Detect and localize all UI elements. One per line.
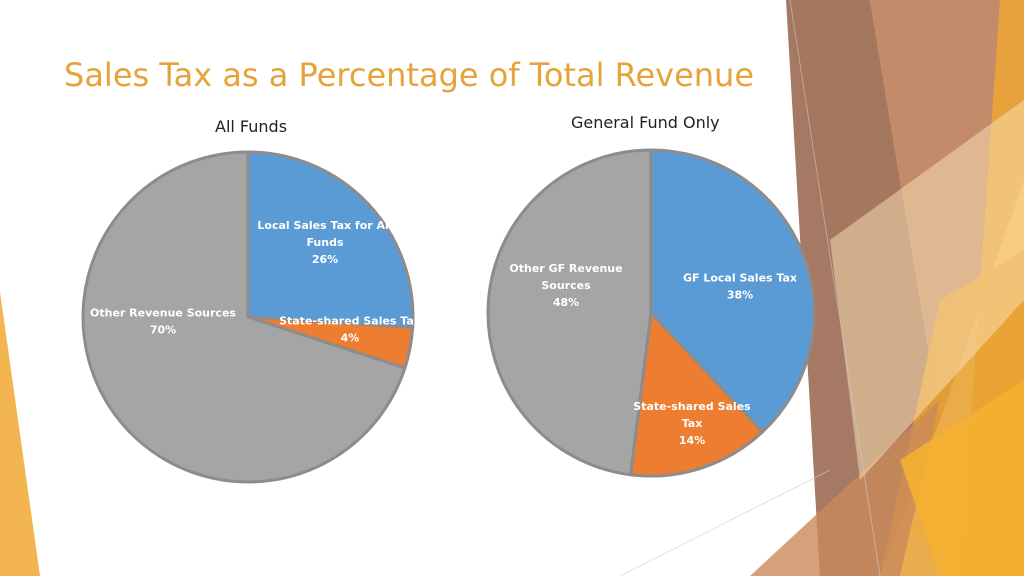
slice-label: State-shared Sales Tax 4% xyxy=(279,315,421,345)
slice-percent: 4% xyxy=(341,332,360,345)
slice-percent: 70% xyxy=(150,324,176,337)
deco-line xyxy=(789,0,881,576)
slice-percent: 26% xyxy=(312,253,338,266)
slice-label: Other GF Revenue Sources 48% xyxy=(509,262,622,309)
slice-label-line: Sources xyxy=(541,279,591,292)
slice-label-line: Other GF Revenue xyxy=(509,262,622,275)
chart-title-general-fund: General Fund Only xyxy=(571,113,720,132)
slice-percent: 38% xyxy=(727,289,753,302)
slice-label-line: Local Sales Tax for All xyxy=(257,219,392,232)
slice-label-line: GF Local Sales Tax xyxy=(683,272,797,285)
slice-label: State-shared Sales Tax 14% xyxy=(633,400,751,447)
slice-label-line: State-shared Sales xyxy=(633,400,751,413)
left-accent-triangle xyxy=(0,292,40,576)
deco-facet xyxy=(830,100,1024,480)
slice-percent: 48% xyxy=(553,296,579,309)
slice-label-line: Other Revenue Sources xyxy=(90,307,236,320)
slice-label-line: State-shared Sales Tax xyxy=(279,315,421,328)
pie-slice xyxy=(629,311,765,478)
slice-label: GF Local Sales Tax 38% xyxy=(683,272,797,302)
pie-slice xyxy=(649,148,816,434)
chart-title-all-funds: All Funds xyxy=(215,117,288,136)
slice-label: Local Sales Tax for All Funds 26% xyxy=(257,219,392,266)
slide-title: Sales Tax as a Percentage of Total Reven… xyxy=(64,56,755,94)
deco-facet xyxy=(900,380,1024,576)
pie-slice xyxy=(81,150,407,484)
pie-slice xyxy=(486,148,653,477)
slice-percent: 14% xyxy=(679,434,705,447)
slice-label-line: Tax xyxy=(682,417,703,430)
slice-label: Other Revenue Sources 70% xyxy=(90,307,236,337)
slice-label-line: Funds xyxy=(306,236,344,249)
deco-line xyxy=(619,469,831,576)
pie-slice xyxy=(246,150,415,329)
